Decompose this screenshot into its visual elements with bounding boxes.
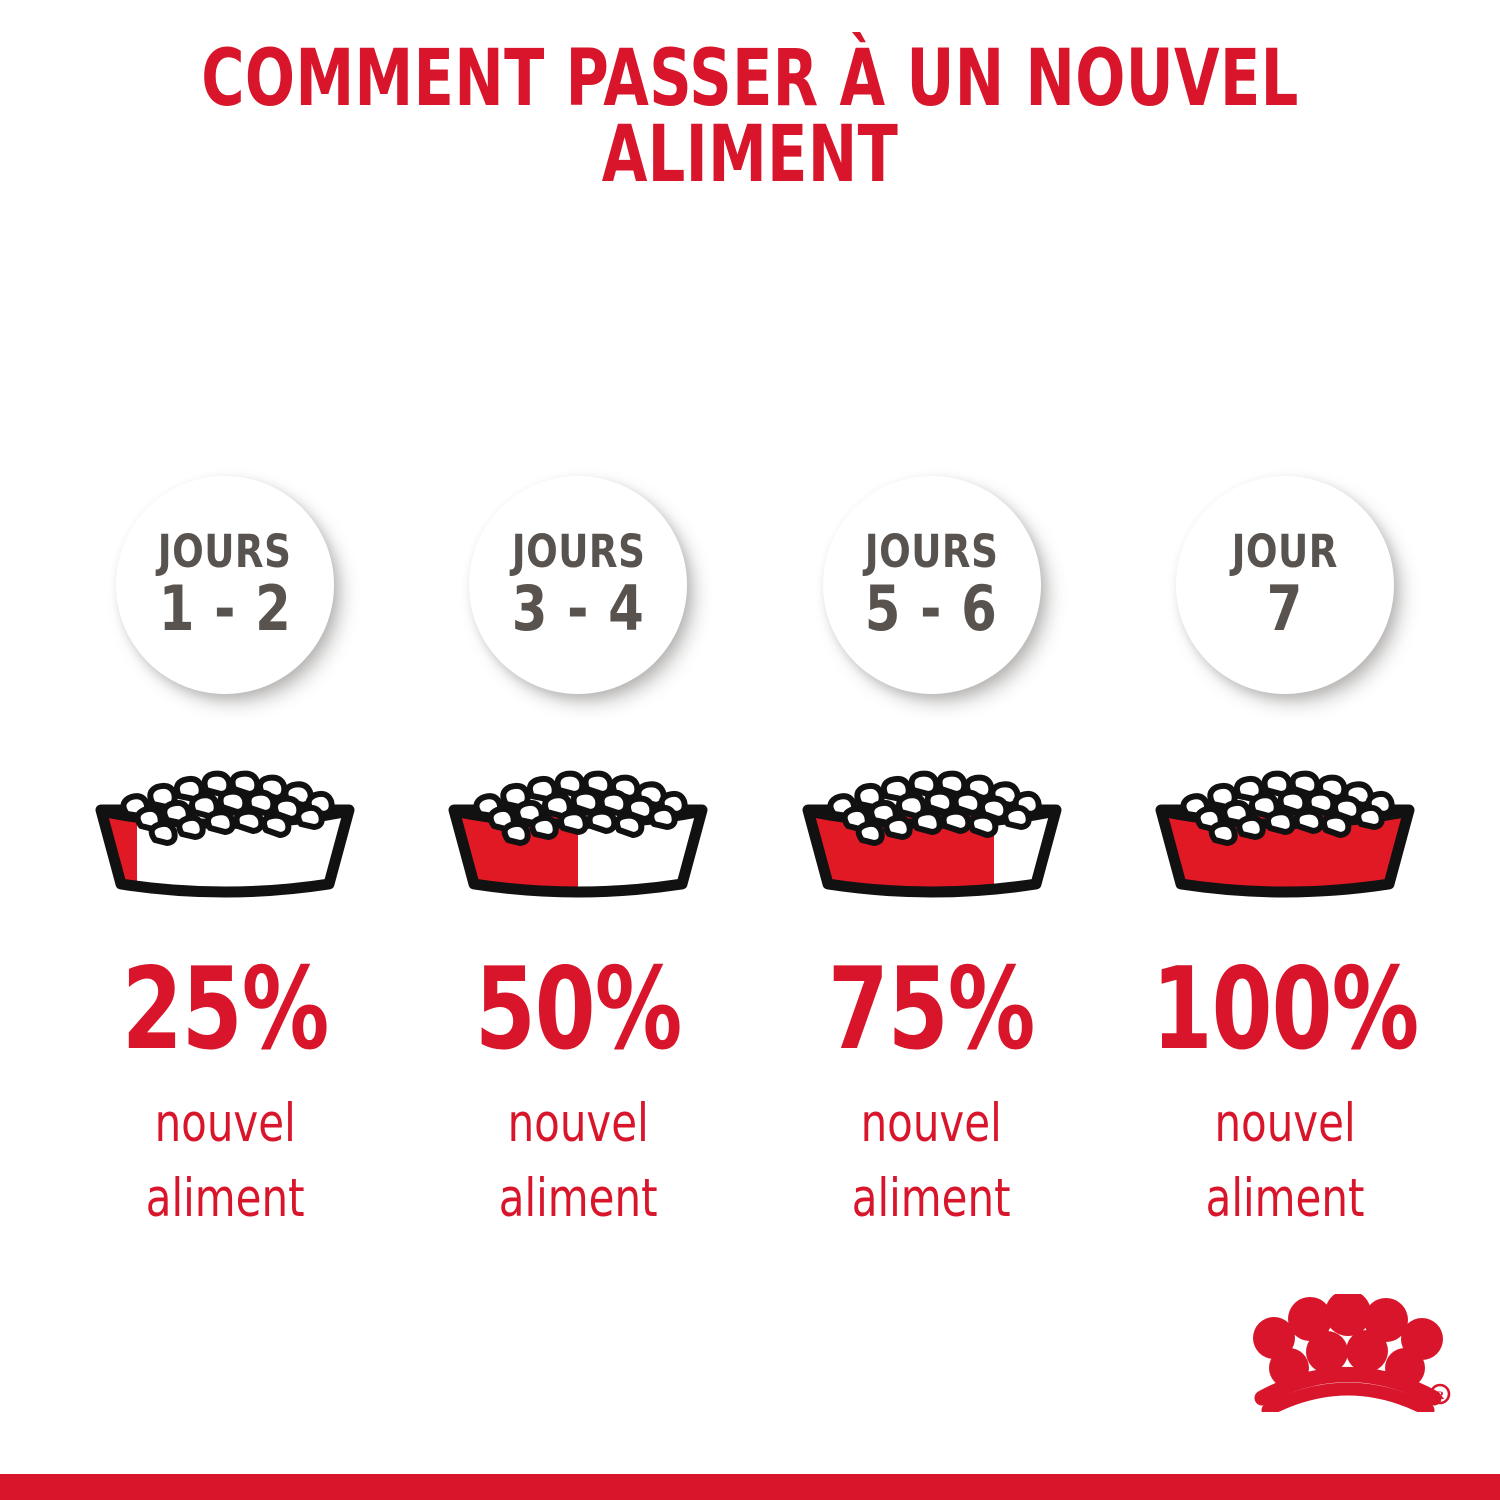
percentage-value: 100% [1151,943,1420,1075]
food-bowl-illustration [428,748,728,903]
food-bowl-illustration [1135,748,1435,903]
percentage-sublabel: nouvel aliment [852,1093,1012,1230]
svg-text:R: R [1436,1388,1445,1402]
day-badge-days: 5 - 6 [865,571,999,645]
day-badge-wrapper: JOURS 1 - 2 [110,470,340,700]
step-column: JOURS 5 - 6 [767,470,1097,1237]
day-badge-wrapper: JOURS 3 - 4 [463,470,693,700]
percentage-sublabel: nouvel aliment [145,1093,305,1230]
day-badge-days: 1 - 2 [158,571,292,645]
percentage-value: 75% [828,943,1036,1075]
day-badge-label: JOUR [1231,524,1339,578]
percentage-block: 50% nouvel aliment [458,953,698,1237]
day-badge: JOURS 3 - 4 [469,476,688,694]
day-badge: JOURS 5 - 6 [822,476,1041,694]
percentage-block: 75% nouvel aliment [811,953,1051,1237]
percentage-block: 25% nouvel aliment [105,953,345,1237]
food-bowl-illustration [782,748,1082,903]
page-title: COMMENT PASSER À UN NOUVEL ALIMENT [201,34,1299,200]
percentage-value: 50% [474,943,683,1075]
percentage-value: 25% [121,943,330,1075]
day-badge-label: JOURS [864,524,999,578]
day-badge-days: 7 [1266,571,1304,645]
day-badge-wrapper: JOUR 7 [1170,470,1400,700]
step-column: JOURS 3 - 4 [413,470,743,1237]
steps-row: JOURS 1 - 2 [60,470,1450,1290]
step-column: JOURS 1 - 2 [60,470,390,1237]
royal-canin-crown-icon: R [1232,1294,1452,1412]
percentage-block: 100% nouvel aliment [1130,953,1440,1237]
food-bowl-illustration [75,748,375,903]
day-badge: JOUR 7 [1175,476,1394,694]
day-badge-days: 3 - 4 [511,571,645,645]
day-badge-wrapper: JOURS 5 - 6 [817,470,1047,700]
day-badge-label: JOURS [511,524,646,578]
percentage-sublabel: nouvel aliment [1205,1093,1365,1230]
day-badge: JOURS 1 - 2 [116,476,334,694]
bottom-brand-bar [0,1474,1500,1500]
day-badge-label: JOURS [158,524,292,578]
percentage-sublabel: nouvel aliment [498,1093,658,1230]
registered-trademark-icon: R [1429,1383,1451,1405]
step-column: JOUR 7 [1120,470,1450,1237]
